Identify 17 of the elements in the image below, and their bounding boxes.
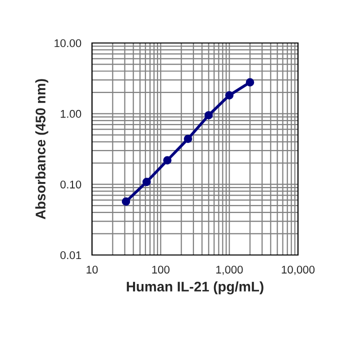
point (142, 178, 151, 186)
x-tick-label: 10,000 (282, 266, 315, 275)
point (184, 134, 192, 144)
y-tick-label: 10.00 (54, 39, 82, 48)
point (225, 91, 234, 100)
point (122, 197, 130, 206)
x-axis-title: Human IL-21 (pg/mL) (126, 281, 264, 294)
x-tick-label: 100 (152, 266, 170, 274)
point (246, 78, 254, 86)
point (204, 111, 213, 120)
y-tick-label: 0.10 (60, 180, 82, 188)
x-tick-label: 1,000 (216, 266, 243, 275)
x-tick-label: 10 (86, 266, 98, 274)
point (163, 156, 172, 164)
y-tick-label: 0.01 (60, 251, 82, 260)
y-tick-label: 1.00 (60, 110, 82, 118)
y-axis-title: Absorbance (450 nm) (35, 79, 48, 220)
